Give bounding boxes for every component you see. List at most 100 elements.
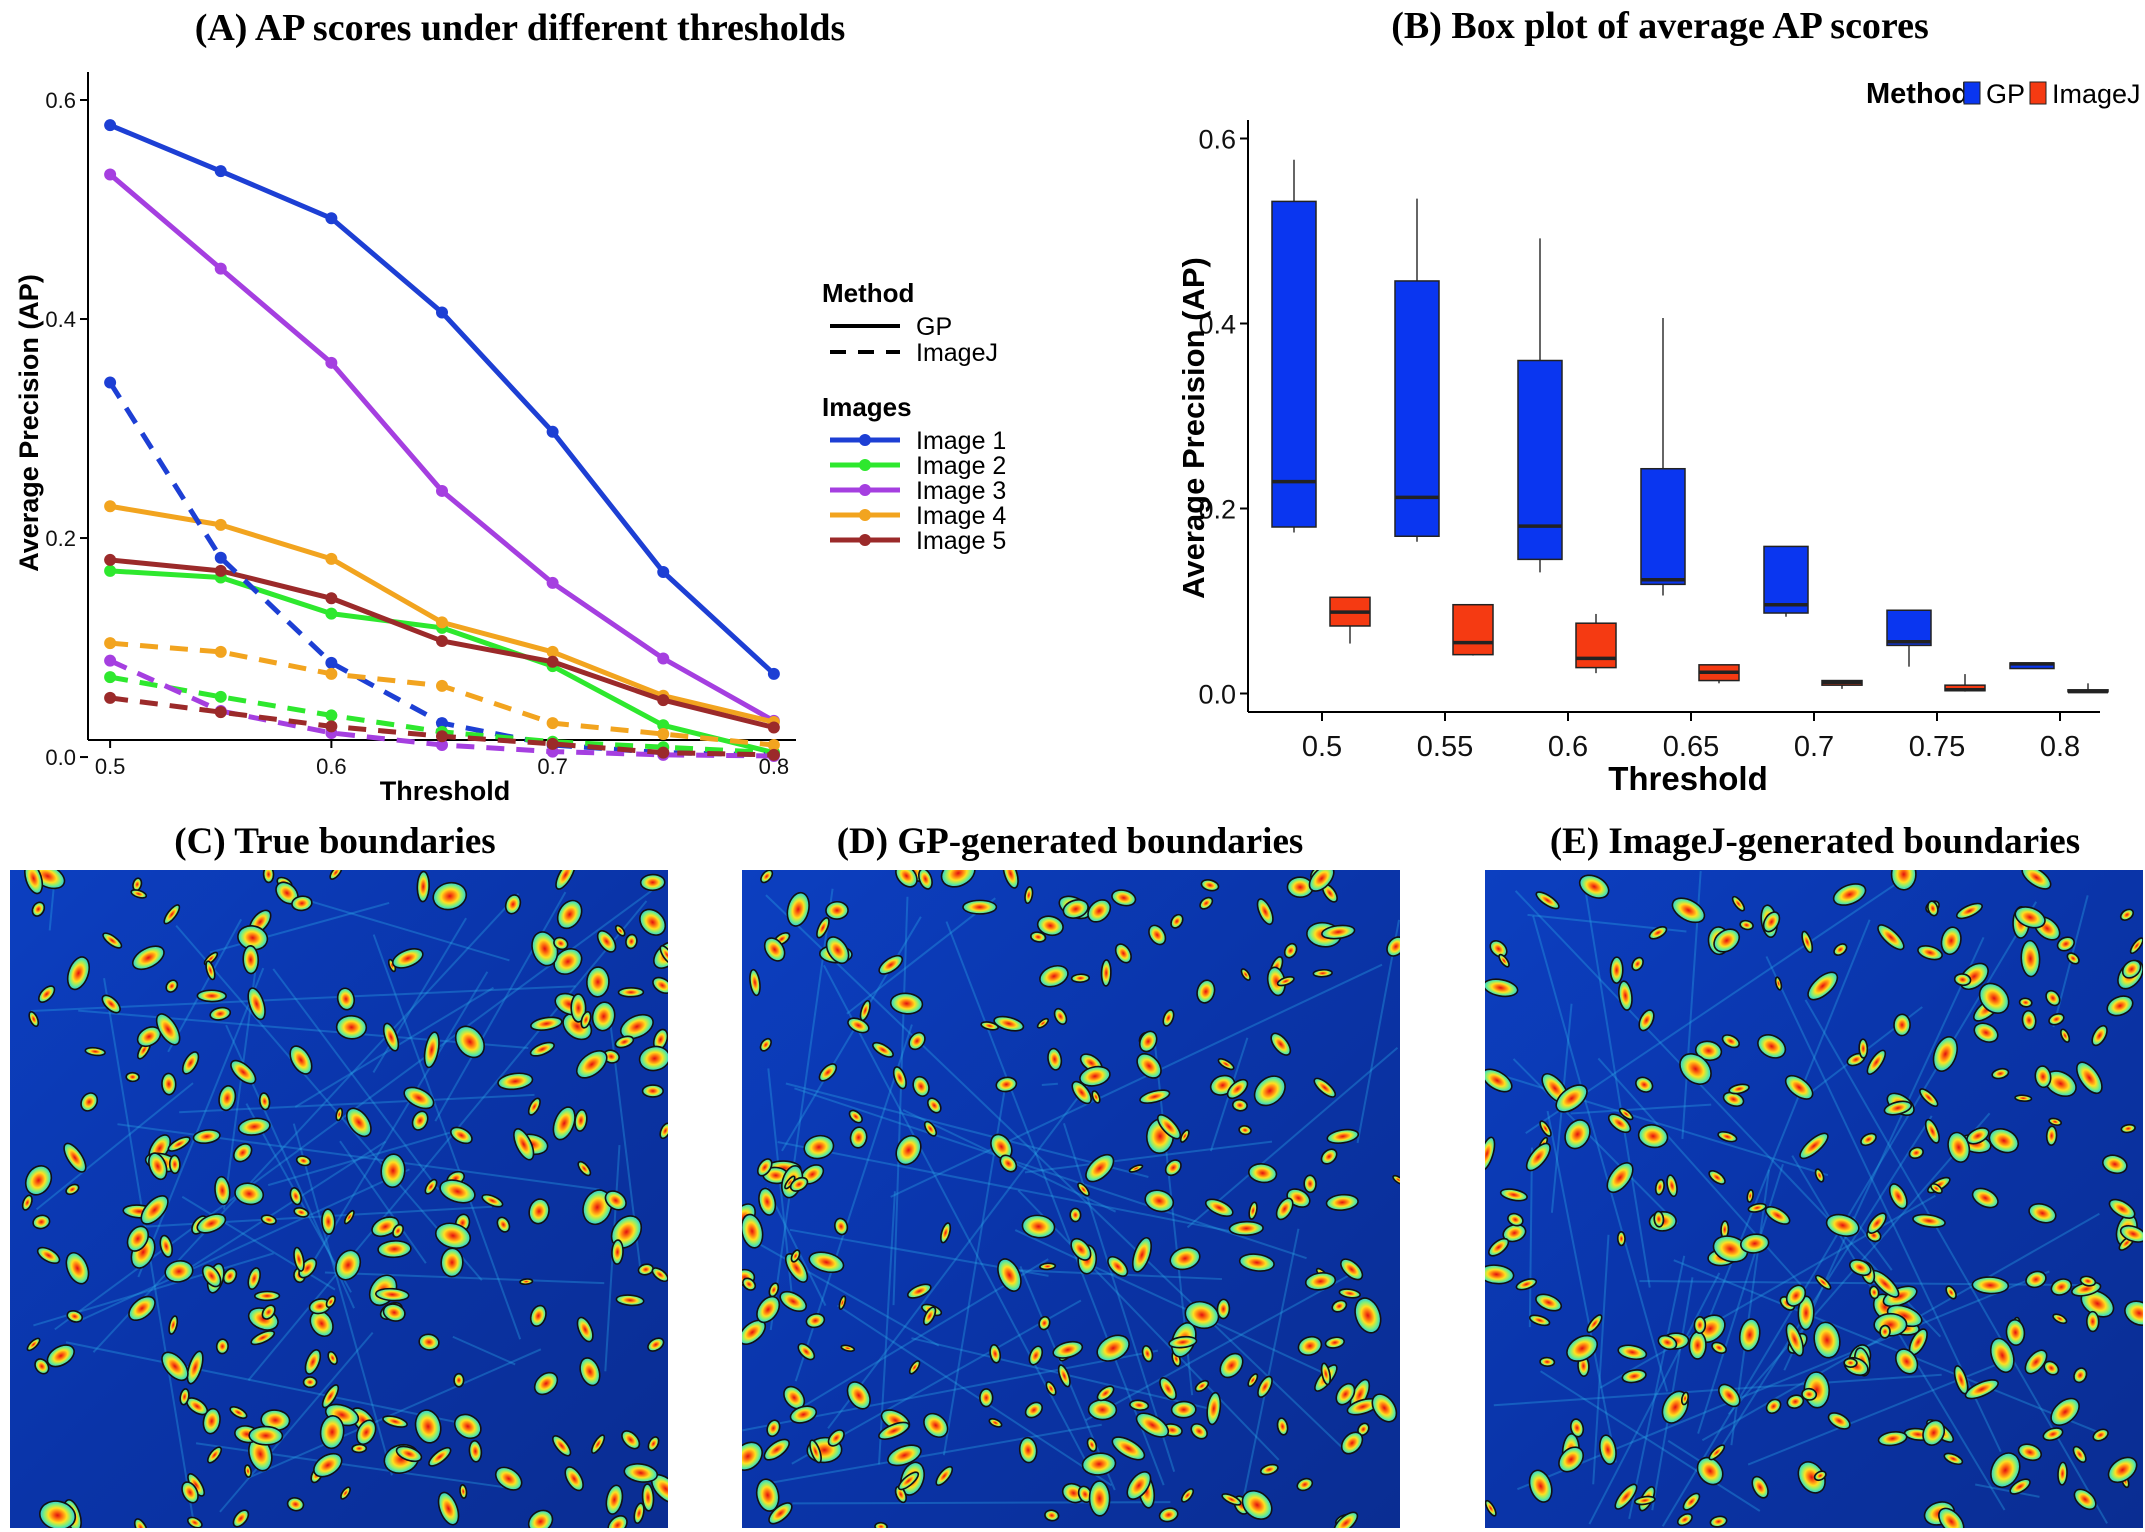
cell xyxy=(639,908,667,936)
cell xyxy=(1088,1480,1111,1517)
cell xyxy=(1168,1335,1198,1349)
cell xyxy=(131,945,165,971)
panel-b-x-tick-label: 0.75 xyxy=(1909,731,1965,763)
panel-b-x-tick-label: 0.8 xyxy=(2040,731,2080,763)
panel-b-boxes xyxy=(1271,159,2109,694)
cell xyxy=(519,1278,534,1286)
legend-method-title: Method xyxy=(822,278,914,308)
series-image-4-imagej xyxy=(104,637,780,752)
cell xyxy=(168,1315,179,1335)
cell xyxy=(391,948,424,969)
box-body xyxy=(1640,467,1686,586)
box-gp-0.8 xyxy=(2009,662,2055,670)
series-point xyxy=(436,739,448,752)
series-point xyxy=(767,667,780,680)
cell xyxy=(2119,1224,2143,1243)
cell xyxy=(894,1485,908,1504)
cell xyxy=(260,1214,277,1226)
cell xyxy=(1971,1187,1999,1209)
cell xyxy=(553,936,569,951)
series-point xyxy=(104,654,117,667)
cell xyxy=(758,1187,777,1216)
cell xyxy=(243,1464,252,1478)
cell xyxy=(1814,1168,1825,1183)
panel-b-x-label: Threshold xyxy=(1608,760,1768,797)
cell xyxy=(625,933,638,950)
cell xyxy=(1216,1298,1231,1320)
box-imagej-0.65 xyxy=(1698,664,1740,684)
cell xyxy=(335,1107,344,1122)
cell xyxy=(912,1075,930,1097)
cell-process xyxy=(1243,1228,1300,1496)
cell xyxy=(1653,1210,1665,1228)
cell-process xyxy=(1570,1103,1712,1115)
cell xyxy=(65,1183,80,1196)
cell xyxy=(1738,1318,1761,1352)
cell xyxy=(579,1357,601,1387)
cell xyxy=(580,1010,592,1029)
cell xyxy=(1488,1237,1510,1257)
cell xyxy=(556,899,583,930)
cell xyxy=(768,1502,793,1525)
series-point xyxy=(767,739,780,752)
cell xyxy=(1598,1434,1617,1466)
legend-image-dot xyxy=(859,534,871,546)
box-body xyxy=(1575,622,1617,669)
box-imagej-0.5 xyxy=(1329,596,1371,644)
cell xyxy=(1694,1040,1723,1062)
cell xyxy=(1340,1431,1364,1455)
cell xyxy=(28,1011,40,1028)
cell xyxy=(1849,1258,1872,1277)
panel-a-x-tick-label: 0.7 xyxy=(537,754,568,779)
cell xyxy=(918,870,933,890)
cell xyxy=(2119,908,2134,921)
cell xyxy=(1614,1483,1638,1510)
cell xyxy=(80,1092,99,1112)
cell-process xyxy=(1700,1115,1933,1480)
cell xyxy=(1609,956,1624,984)
cell xyxy=(2076,1061,2103,1095)
cell-process xyxy=(846,897,996,1015)
cell xyxy=(148,1152,168,1181)
cell xyxy=(2121,959,2142,979)
cell xyxy=(423,1031,440,1069)
cell xyxy=(1308,870,1335,892)
cell xyxy=(834,1217,849,1236)
cell xyxy=(247,1267,261,1290)
cell xyxy=(125,1071,140,1083)
panel-b-y-tick-label: 0.4 xyxy=(1198,310,1236,340)
cell xyxy=(647,1436,660,1452)
panel-c-microscopy-image xyxy=(10,870,668,1528)
cell-process xyxy=(219,1331,374,1513)
cell-process xyxy=(1512,1058,1678,1225)
cell xyxy=(1535,1293,1563,1312)
panel-b-x-tick-label: 0.7 xyxy=(1794,731,1834,763)
cell-process xyxy=(30,985,576,1013)
cell xyxy=(1616,1230,1626,1247)
cell xyxy=(1096,1334,1130,1362)
cell xyxy=(760,870,774,884)
cell xyxy=(759,1037,772,1052)
cell xyxy=(1924,1118,1940,1144)
cell xyxy=(564,1466,584,1492)
series-point xyxy=(657,719,670,732)
cell xyxy=(848,1109,863,1124)
legend-image-label: Image 5 xyxy=(916,527,1006,555)
cell-process xyxy=(1017,1189,1280,1461)
cell xyxy=(2057,1461,2068,1486)
cell xyxy=(1276,1417,1289,1436)
series-point xyxy=(436,730,448,743)
cell xyxy=(428,1446,452,1467)
cell xyxy=(527,1509,554,1528)
cell-process xyxy=(1041,1082,1058,1087)
cell xyxy=(38,985,56,1003)
cell xyxy=(374,1287,410,1302)
series-point xyxy=(436,717,448,730)
cell xyxy=(356,1419,377,1446)
panel-a-y-tick-label: 0.6 xyxy=(45,88,76,113)
cell xyxy=(1638,1009,1655,1032)
cell-process xyxy=(1783,936,1985,1371)
cell xyxy=(1708,1170,1726,1185)
cell xyxy=(1079,1065,1111,1087)
cell xyxy=(1162,1009,1175,1027)
